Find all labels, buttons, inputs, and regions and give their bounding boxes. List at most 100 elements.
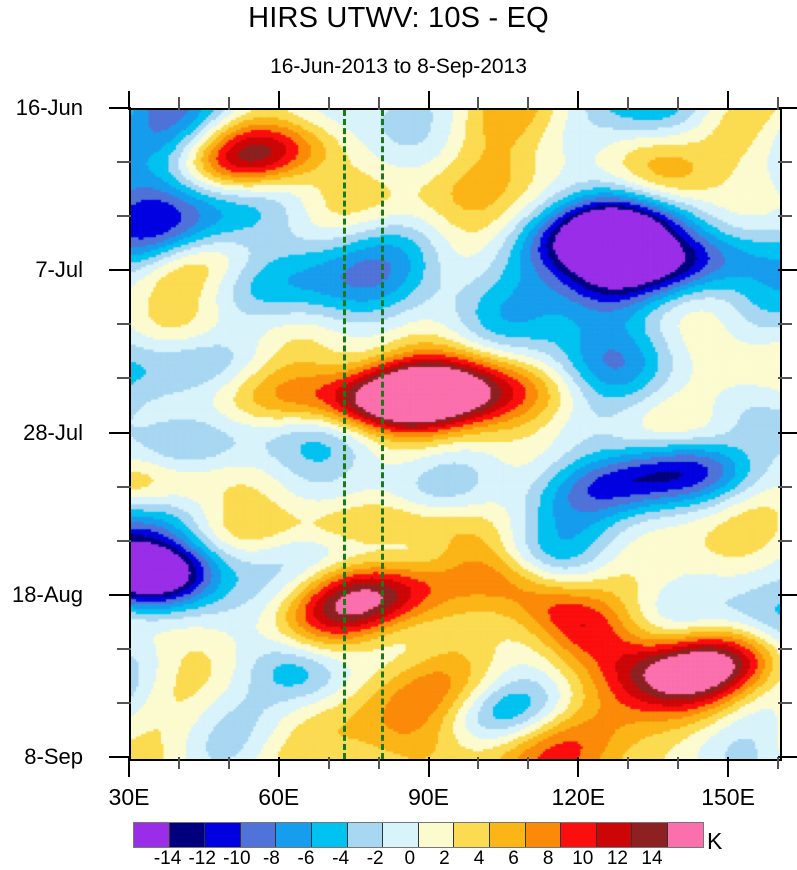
colorbar-tick-label: -14 bbox=[153, 848, 182, 869]
x-tick-major-top bbox=[727, 91, 730, 110]
y-tick-major-right bbox=[778, 593, 797, 596]
y-axis-label: 28-Jul bbox=[23, 419, 83, 445]
x-tick-minor-top bbox=[477, 97, 480, 110]
y-tick-minor bbox=[117, 323, 131, 326]
west-marker bbox=[343, 110, 347, 759]
y-tick-minor-right bbox=[778, 377, 792, 380]
colorbar-swatch bbox=[383, 823, 419, 847]
x-tick-major bbox=[128, 757, 130, 777]
colorbar-swatch bbox=[205, 823, 241, 847]
x-tick-minor-top bbox=[777, 97, 779, 110]
x-tick-minor-top bbox=[377, 97, 380, 110]
y-axis-label: 18-Aug bbox=[12, 581, 83, 607]
colorbar-unit-label: K bbox=[707, 828, 723, 854]
colorbar bbox=[133, 822, 704, 848]
colorbar-tick-label: -6 bbox=[297, 848, 315, 869]
colorbar-swatch bbox=[276, 823, 312, 847]
y-tick-minor bbox=[117, 161, 131, 164]
page-title: HIRS UTWV: 10S - EQ bbox=[248, 2, 549, 34]
y-tick-major bbox=[109, 107, 131, 109]
colorbar-swatch bbox=[418, 823, 455, 847]
colorbar-tick-label: -4 bbox=[332, 848, 350, 869]
x-tick-minor bbox=[327, 757, 330, 769]
y-tick-major-right bbox=[778, 431, 797, 434]
colorbar-swatch bbox=[347, 823, 384, 847]
x-axis-label: 120E bbox=[551, 784, 606, 810]
y-tick-minor bbox=[117, 215, 131, 218]
colorbar-swatch bbox=[169, 823, 206, 847]
x-tick-minor bbox=[227, 757, 230, 769]
colorbar-tick-label: 6 bbox=[508, 848, 519, 869]
x-tick-major-top bbox=[128, 91, 130, 110]
y-tick-minor-right bbox=[778, 701, 792, 704]
y-axis-label: 8-Sep bbox=[24, 744, 83, 769]
x-tick-major-top bbox=[427, 91, 430, 110]
x-axis-label: 90E bbox=[408, 784, 449, 810]
x-tick-minor bbox=[777, 757, 779, 769]
x-tick-minor-top bbox=[177, 97, 180, 110]
x-tick-minor-top bbox=[627, 97, 630, 110]
x-tick-minor bbox=[677, 757, 680, 769]
y-axis-label: 7-Jul bbox=[35, 257, 83, 283]
east-marker bbox=[380, 110, 384, 759]
y-tick-minor-right bbox=[778, 161, 792, 164]
y-tick-minor-right bbox=[778, 485, 792, 488]
y-tick-minor-right bbox=[778, 323, 792, 326]
y-tick-major bbox=[109, 269, 131, 272]
x-tick-major bbox=[577, 757, 580, 777]
x-tick-minor bbox=[377, 757, 380, 769]
colorbar-swatch bbox=[525, 823, 562, 847]
x-tick-minor bbox=[527, 757, 530, 769]
colorbar-tick-label: 4 bbox=[473, 848, 485, 869]
contour-field bbox=[131, 110, 780, 759]
colorbar-tick-label: -10 bbox=[223, 848, 251, 869]
x-tick-major bbox=[727, 757, 730, 777]
colorbar-swatch bbox=[632, 823, 668, 847]
figure-subtitle: 16-Jun-2013 to 8-Sep-2013 bbox=[270, 55, 527, 78]
y-tick-minor bbox=[117, 485, 131, 488]
y-tick-major-right bbox=[778, 756, 797, 758]
y-tick-major-right bbox=[778, 269, 797, 272]
x-tick-minor bbox=[177, 757, 180, 769]
y-tick-minor bbox=[117, 647, 131, 650]
x-tick-major-top bbox=[277, 91, 280, 110]
x-tick-major bbox=[427, 757, 430, 777]
x-tick-minor-top bbox=[327, 97, 330, 110]
x-axis-label: 60E bbox=[258, 784, 300, 810]
colorbar-swatch bbox=[561, 823, 597, 847]
x-tick-major-top bbox=[577, 91, 580, 110]
colorbar-tick-label: 14 bbox=[641, 848, 663, 869]
y-tick-major bbox=[109, 431, 131, 434]
x-tick-major bbox=[277, 757, 280, 777]
y-tick-minor-right bbox=[778, 215, 792, 218]
x-tick-minor-top bbox=[677, 97, 680, 110]
colorbar-swatch bbox=[134, 823, 170, 847]
plot-area bbox=[129, 108, 782, 761]
y-tick-minor bbox=[117, 377, 131, 380]
colorbar-swatch bbox=[596, 823, 633, 847]
colorbar-swatch bbox=[489, 823, 526, 847]
colorbar-tick-label: -8 bbox=[262, 848, 280, 869]
colorbar-swatch bbox=[240, 823, 277, 847]
y-tick-major bbox=[109, 593, 131, 596]
x-axis-label: 30E bbox=[108, 784, 150, 810]
colorbar-tick-label: 0 bbox=[404, 848, 416, 869]
y-tick-minor bbox=[117, 539, 131, 542]
y-tick-minor-right bbox=[778, 647, 792, 650]
x-tick-minor-top bbox=[527, 97, 530, 110]
colorbar-tick-label: -2 bbox=[366, 848, 384, 869]
y-tick-minor bbox=[117, 701, 131, 704]
y-tick-minor-right bbox=[778, 539, 792, 542]
colorbar-tick-label: 12 bbox=[606, 848, 628, 869]
colorbar-swatch bbox=[311, 823, 348, 847]
colorbar-tick-label: 10 bbox=[572, 848, 594, 869]
x-tick-minor bbox=[477, 757, 480, 769]
colorbar-tick-label: -12 bbox=[188, 848, 216, 869]
x-tick-minor-top bbox=[227, 97, 230, 110]
colorbar-tick-label: 2 bbox=[439, 848, 450, 869]
colorbar-swatch bbox=[454, 823, 490, 847]
y-axis-label: 16-Jun bbox=[15, 95, 83, 120]
x-tick-minor bbox=[627, 757, 630, 769]
x-axis-label: 150E bbox=[701, 784, 755, 810]
